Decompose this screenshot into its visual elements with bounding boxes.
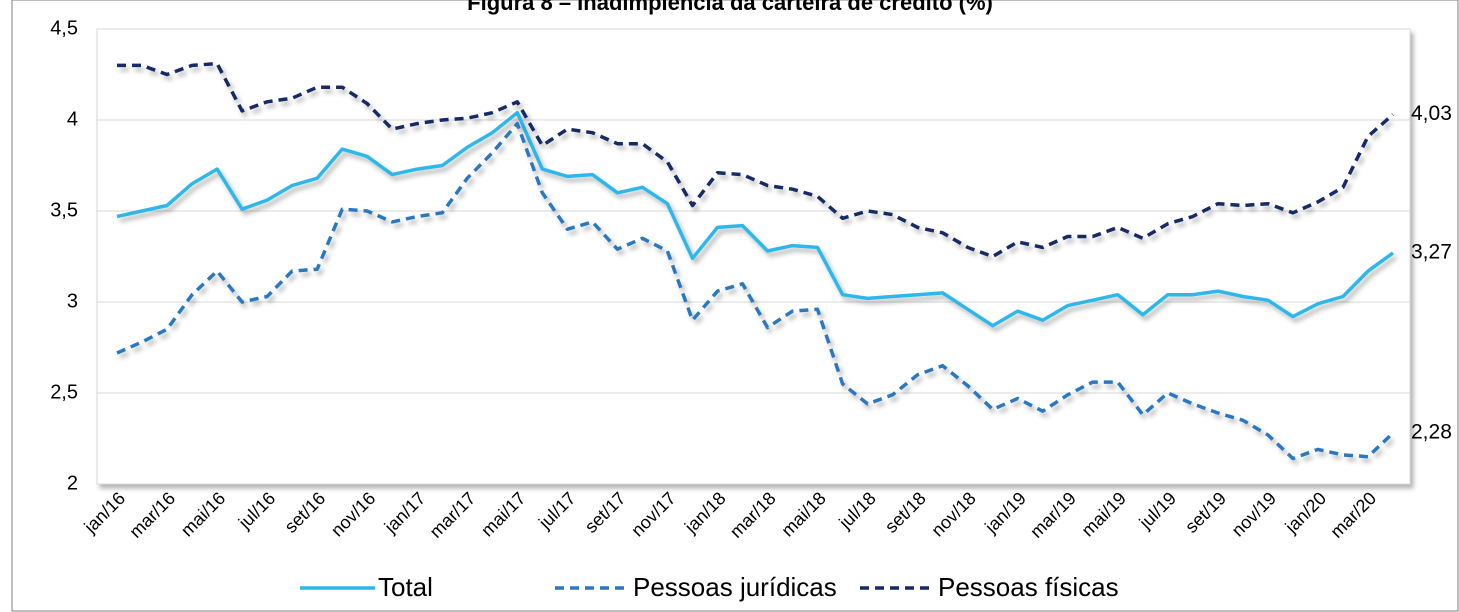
series-line <box>116 121 1395 461</box>
legend-label: Pessoas jurídicas <box>633 572 837 602</box>
chart-title: Figura 8 – Inadimplência da carteira de … <box>467 0 993 15</box>
y-tick-label: 2,5 <box>50 381 78 403</box>
y-tick-label: 2 <box>67 472 78 494</box>
y-tick-label: 3,5 <box>50 199 78 221</box>
legend-label: Pessoas físicas <box>938 572 1119 602</box>
data-label: 2,28 <box>1411 421 1452 444</box>
y-tick-label: 4,5 <box>50 17 78 39</box>
y-tick-label: 3 <box>67 290 78 312</box>
y-tick-label: 4 <box>67 108 78 130</box>
series-line <box>117 61 1395 259</box>
legend-label: Total <box>378 572 433 602</box>
plot-area <box>96 28 1411 485</box>
data-label: 3,27 <box>1411 240 1452 263</box>
data-label: 4,03 <box>1411 102 1452 125</box>
series-line <box>116 110 1395 328</box>
